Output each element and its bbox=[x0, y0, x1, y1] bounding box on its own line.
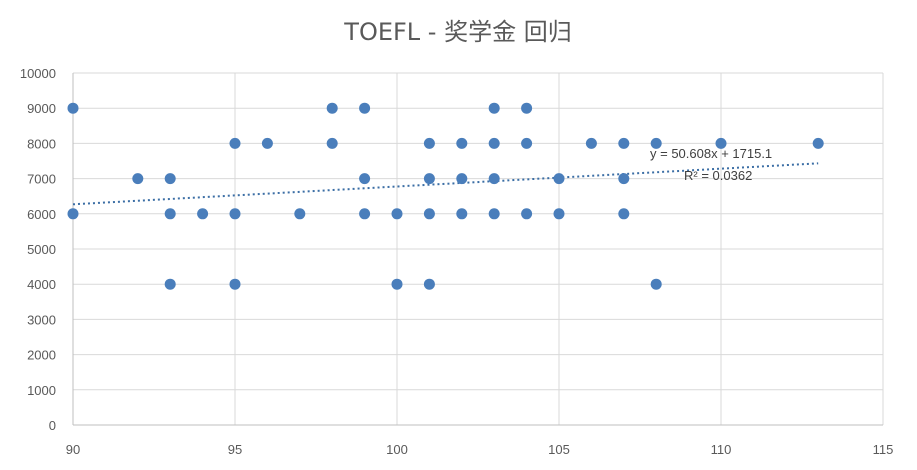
chart-title: TOEFL - 奖学金 回归 bbox=[343, 18, 571, 46]
trendline-r-squared: R² = 0.0362 bbox=[684, 168, 752, 183]
data-point bbox=[488, 102, 500, 114]
data-point bbox=[359, 173, 371, 185]
data-point bbox=[650, 137, 662, 149]
data-point bbox=[359, 208, 371, 220]
data-point bbox=[553, 173, 565, 185]
data-point bbox=[521, 208, 533, 220]
y-tick-label: 1000 bbox=[27, 383, 56, 398]
data-point bbox=[812, 137, 824, 149]
data-point bbox=[585, 137, 597, 149]
data-point bbox=[294, 208, 306, 220]
data-point bbox=[488, 208, 500, 220]
y-tick-label: 6000 bbox=[27, 207, 56, 222]
data-point bbox=[164, 208, 176, 220]
data-point bbox=[618, 137, 630, 149]
data-point bbox=[618, 173, 630, 185]
data-point bbox=[488, 173, 500, 185]
axes bbox=[72, 73, 883, 426]
data-point bbox=[423, 173, 435, 185]
y-tick-label: 2000 bbox=[27, 348, 56, 363]
data-point bbox=[521, 137, 533, 149]
data-point bbox=[391, 208, 403, 220]
data-point bbox=[488, 137, 500, 149]
data-point bbox=[326, 137, 338, 149]
tick-labels: 0 1000 2000 3000 4000 5000 6000 7000 8000 9000 100… bbox=[20, 66, 894, 457]
y-tick-label: 9000 bbox=[27, 101, 56, 116]
trendline-annotation: y = 50.608x + 1715.1 R² = 0.0362 bbox=[650, 146, 772, 183]
data-point bbox=[423, 278, 435, 290]
x-tick-label: 95 bbox=[228, 442, 242, 457]
y-tick-label: 7000 bbox=[27, 172, 56, 187]
y-tick-label: 4000 bbox=[27, 277, 56, 292]
data-point bbox=[164, 278, 176, 290]
data-point bbox=[132, 173, 144, 185]
data-point bbox=[521, 102, 533, 114]
data-point bbox=[164, 173, 176, 185]
y-tick-label: 5000 bbox=[27, 242, 56, 257]
x-tick-label: 105 bbox=[548, 442, 570, 457]
data-point bbox=[326, 102, 338, 114]
x-tick-label: 115 bbox=[873, 442, 894, 457]
data-point bbox=[618, 208, 630, 220]
data-point bbox=[229, 137, 241, 149]
data-points bbox=[67, 102, 824, 290]
data-point bbox=[456, 137, 468, 149]
trendline-group bbox=[72, 162, 819, 206]
y-tick-label: 0 bbox=[49, 418, 56, 433]
data-point bbox=[261, 137, 273, 149]
data-point bbox=[456, 208, 468, 220]
data-point bbox=[423, 208, 435, 220]
data-point bbox=[423, 137, 435, 149]
data-point bbox=[650, 278, 662, 290]
trendline-equation: y = 50.608x + 1715.1 bbox=[650, 146, 772, 161]
x-tick-label: 110 bbox=[711, 442, 732, 457]
y-tick-label: 10000 bbox=[20, 66, 56, 81]
grid-lines bbox=[73, 72, 884, 425]
y-tick-label: 8000 bbox=[27, 136, 56, 151]
y-tick-label: 3000 bbox=[27, 312, 56, 327]
data-point bbox=[391, 278, 403, 290]
x-tick-label: 90 bbox=[66, 442, 80, 457]
data-point bbox=[456, 173, 468, 185]
data-point bbox=[359, 102, 371, 114]
trendline bbox=[72, 162, 819, 206]
data-point bbox=[715, 137, 727, 149]
data-point bbox=[67, 102, 79, 114]
data-point bbox=[67, 208, 79, 220]
x-tick-label: 100 bbox=[386, 442, 408, 457]
data-point bbox=[229, 278, 241, 290]
data-point bbox=[229, 208, 241, 220]
data-point bbox=[553, 208, 565, 220]
data-point bbox=[197, 208, 209, 220]
